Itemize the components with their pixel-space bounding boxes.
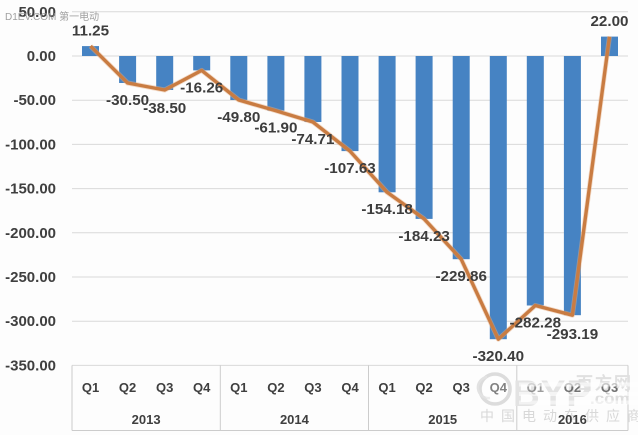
svg-text:Q4: Q4	[490, 380, 508, 395]
svg-text:Q2: Q2	[267, 380, 284, 395]
svg-text:-38.50: -38.50	[143, 100, 186, 117]
svg-text:D1EV.COM 第一电动: D1EV.COM 第一电动	[5, 10, 99, 23]
svg-text:商: 商	[627, 408, 638, 424]
svg-text:Q3: Q3	[453, 380, 470, 395]
svg-text:Q2: Q2	[415, 380, 432, 395]
svg-text:Q1: Q1	[82, 380, 99, 395]
svg-text:-50.00: -50.00	[13, 92, 56, 109]
svg-text:11.25: 11.25	[72, 23, 110, 40]
svg-text:-229.86: -229.86	[435, 268, 487, 285]
svg-text:22.00: 22.00	[590, 13, 628, 30]
svg-text:-200.00: -200.00	[5, 225, 56, 242]
svg-text:-282.28: -282.28	[510, 314, 562, 331]
svg-text:电: 电	[522, 408, 536, 424]
svg-text:-350.00: -350.00	[5, 357, 56, 374]
svg-text:供: 供	[585, 408, 599, 424]
svg-text:2014: 2014	[280, 412, 310, 427]
svg-text:-30.50: -30.50	[106, 92, 149, 109]
svg-text:车: 车	[564, 408, 578, 424]
svg-text:-74.71: -74.71	[291, 131, 335, 148]
svg-text:中: 中	[480, 408, 494, 424]
svg-text:2016: 2016	[558, 412, 587, 427]
svg-text:-293.19: -293.19	[547, 326, 599, 343]
svg-text:-49.80: -49.80	[217, 109, 260, 126]
svg-text:Q1: Q1	[378, 380, 395, 395]
svg-text:Q4: Q4	[193, 380, 211, 395]
svg-text:-61.90: -61.90	[254, 120, 297, 137]
svg-text:-100.00: -100.00	[5, 136, 56, 153]
svg-text:50.00: 50.00	[18, 4, 56, 21]
svg-text:Q2: Q2	[119, 380, 136, 395]
svg-text:国: 国	[501, 408, 515, 424]
svg-text:0.00: 0.00	[27, 48, 56, 65]
svg-text:-150.00: -150.00	[5, 181, 56, 198]
svg-text:应: 应	[606, 408, 620, 424]
svg-text:-154.18: -154.18	[361, 201, 413, 218]
svg-text:Q3: Q3	[156, 380, 173, 395]
svg-text:Q3: Q3	[304, 380, 321, 395]
svg-text:-250.00: -250.00	[5, 269, 56, 286]
svg-text:Q1: Q1	[230, 380, 247, 395]
svg-text:动: 动	[543, 408, 557, 424]
svg-text:-184.23: -184.23	[398, 228, 450, 245]
svg-text:-320.40: -320.40	[473, 348, 525, 365]
svg-text:Q4: Q4	[341, 380, 359, 395]
svg-text:2015: 2015	[428, 412, 457, 427]
svg-text:-107.63: -107.63	[324, 160, 376, 177]
svg-text:2013: 2013	[132, 412, 161, 427]
svg-text:-16.26: -16.26	[180, 79, 223, 96]
svg-text:-300.00: -300.00	[5, 313, 56, 330]
